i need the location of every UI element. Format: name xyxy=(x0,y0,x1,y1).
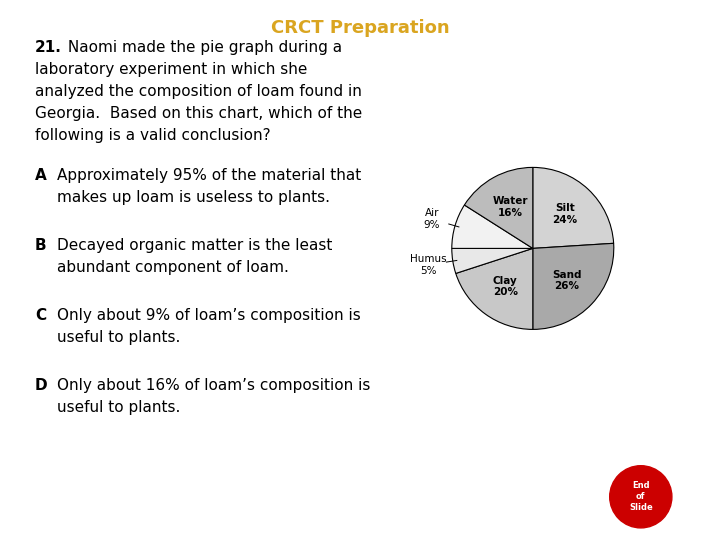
Text: D: D xyxy=(35,378,48,393)
Text: C: C xyxy=(35,308,46,323)
Text: Georgia.  Based on this chart, which of the: Georgia. Based on this chart, which of t… xyxy=(35,106,362,121)
Wedge shape xyxy=(533,167,613,248)
Text: Naomi made the pie graph during a: Naomi made the pie graph during a xyxy=(63,40,342,55)
Text: Only about 16% of loam’s composition is: Only about 16% of loam’s composition is xyxy=(57,378,370,393)
Wedge shape xyxy=(533,244,613,329)
Text: makes up loam is useless to plants.: makes up loam is useless to plants. xyxy=(57,190,330,205)
Text: B: B xyxy=(35,238,47,253)
Text: Water
16%: Water 16% xyxy=(492,197,528,218)
Text: Silt
24%: Silt 24% xyxy=(552,204,577,225)
Text: Slide: Slide xyxy=(629,503,652,512)
Text: 21.: 21. xyxy=(35,40,62,55)
Wedge shape xyxy=(452,248,533,273)
Text: A: A xyxy=(35,168,47,183)
Text: useful to plants.: useful to plants. xyxy=(57,330,181,345)
Text: laboratory experiment in which she: laboratory experiment in which she xyxy=(35,62,307,77)
Text: following is a valid conclusion?: following is a valid conclusion? xyxy=(35,128,271,143)
Text: analyzed the composition of loam found in: analyzed the composition of loam found i… xyxy=(35,84,362,99)
Text: Sand
26%: Sand 26% xyxy=(552,270,582,292)
Text: Approximately 95% of the material that: Approximately 95% of the material that xyxy=(57,168,361,183)
Wedge shape xyxy=(464,167,533,248)
Text: Air
9%: Air 9% xyxy=(423,208,440,230)
Text: Decayed organic matter is the least: Decayed organic matter is the least xyxy=(57,238,333,253)
Text: End: End xyxy=(632,481,649,490)
Text: Humus
5%: Humus 5% xyxy=(410,254,447,276)
Text: of: of xyxy=(636,492,646,501)
Circle shape xyxy=(610,465,672,528)
Wedge shape xyxy=(452,205,533,248)
Text: Only about 9% of loam’s composition is: Only about 9% of loam’s composition is xyxy=(57,308,361,323)
Text: useful to plants.: useful to plants. xyxy=(57,400,181,415)
Wedge shape xyxy=(456,248,533,329)
Text: Clay
20%: Clay 20% xyxy=(492,275,518,297)
Text: abundant component of loam.: abundant component of loam. xyxy=(57,260,289,275)
Text: CRCT Preparation: CRCT Preparation xyxy=(271,19,449,37)
